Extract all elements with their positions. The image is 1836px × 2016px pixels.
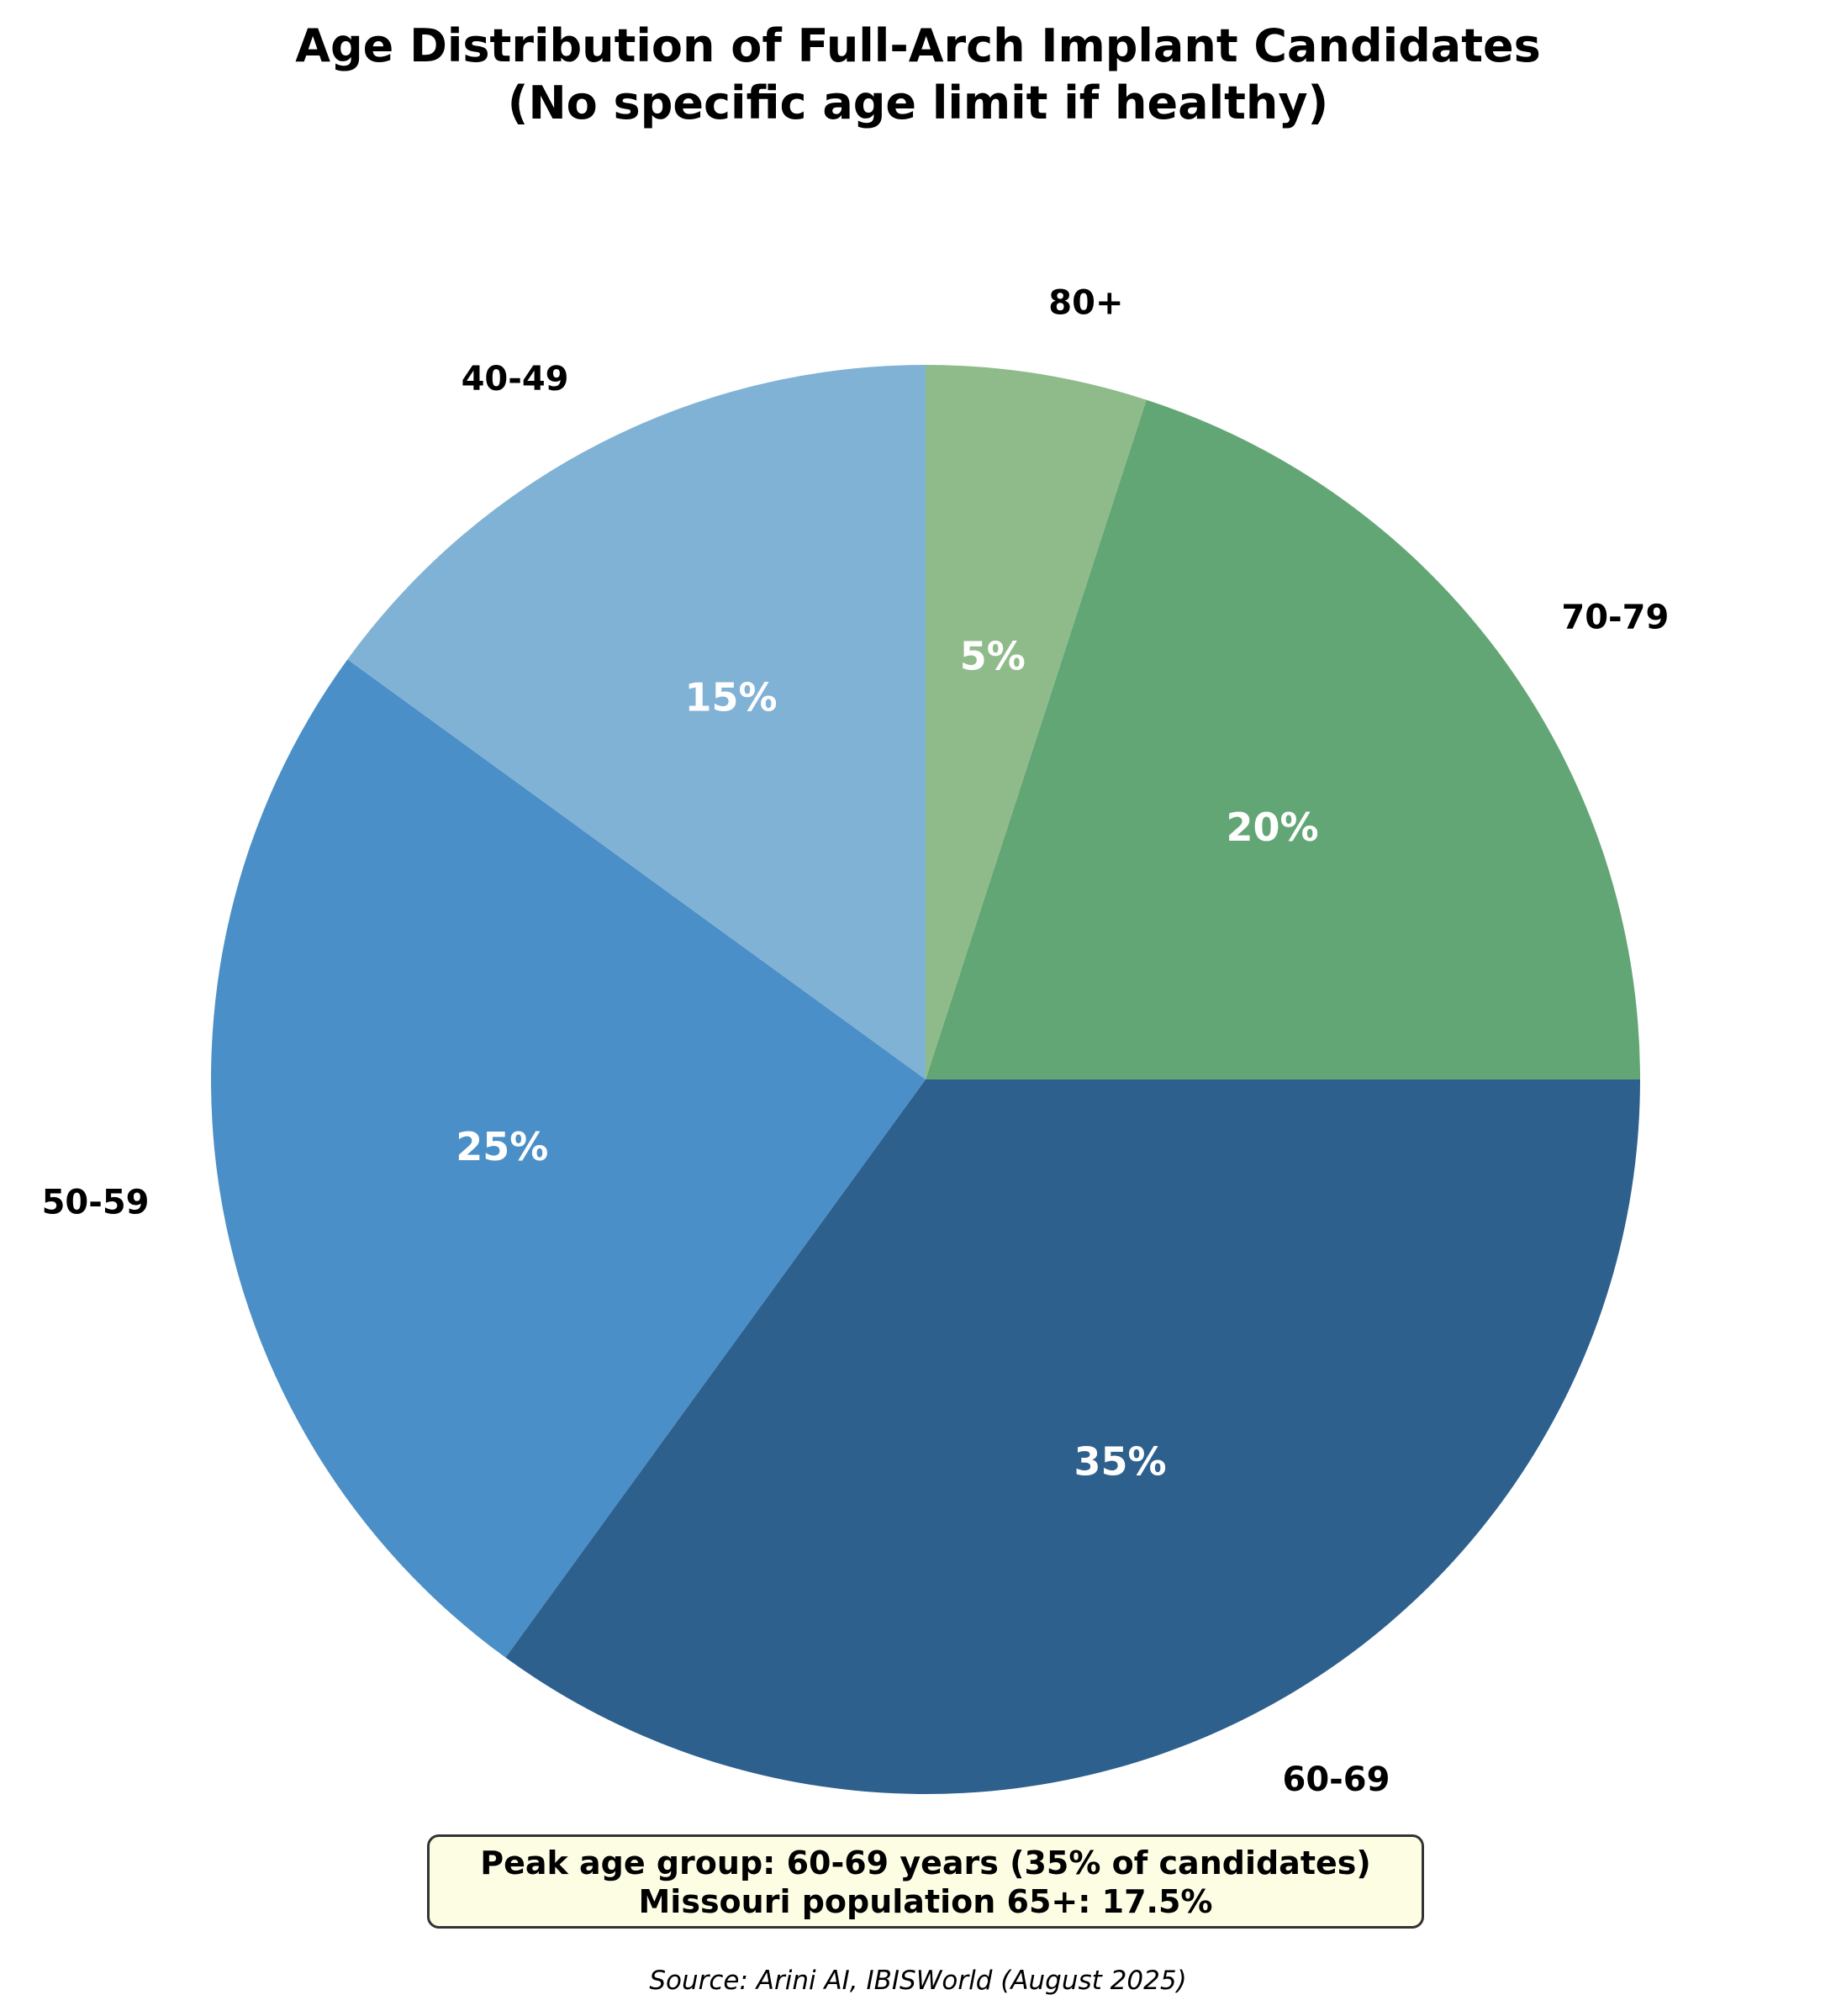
annotation-line-1: Peak age group: 60-69 years (35% of cand… [480, 1844, 1371, 1881]
pie-category-label: 80+ [1048, 284, 1123, 323]
pie-value-label: 5% [960, 633, 1026, 678]
chart-subtitle: (No specific age limit if healthy) [507, 77, 1329, 129]
annotation-line-2: Missouri population 65+: 17.5% [638, 1883, 1213, 1920]
pie-slice-80+ [926, 365, 1147, 1079]
pie-slice-40-49 [347, 365, 926, 1079]
pie-value-label: 15% [684, 675, 777, 720]
pie-value-label: 35% [1074, 1438, 1166, 1484]
pie-slice-70-79 [926, 399, 1640, 1080]
pie-value-label: 20% [1227, 805, 1319, 850]
pie-category-label: 60-69 [1283, 1760, 1390, 1799]
chart-title: Age Distribution of Full-Arch Implant Ca… [295, 19, 1541, 72]
pie-slice-50-59 [211, 659, 926, 1658]
source-note: Source: Arini AI, IBISWorld (August 2025… [649, 1966, 1187, 1996]
pie-value-label: 25% [456, 1124, 548, 1169]
pie-slices [211, 365, 1640, 1794]
annotation-box: Peak age group: 60-69 years (35% of cand… [427, 1834, 1424, 1929]
pie-labels: 15% 40-49 25% 50-59 35% 60-69 20% 70-79 5% 80+ [42, 284, 1670, 1800]
pie-category-label: 50-59 [42, 1183, 150, 1222]
pie-category-label: 40-49 [462, 360, 569, 398]
pie-slice-60-69 [505, 1079, 1640, 1794]
pie-category-label: 70-79 [1561, 598, 1669, 636]
